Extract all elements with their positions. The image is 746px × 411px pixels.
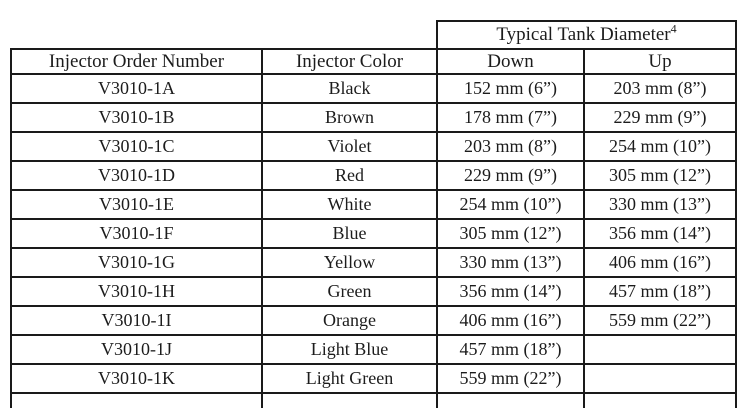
up-cell: 559 mm (22”)	[582, 305, 738, 336]
color-cell: Brown	[261, 102, 438, 133]
order-cell: V3010-1E	[10, 189, 263, 220]
order-cell: V3010-1K	[10, 363, 263, 394]
color-cell: White	[261, 189, 438, 220]
order-cell: V3010-1I	[10, 305, 263, 336]
table-row: V3010-1H Green 356 mm (14”) 457 mm (18”)	[10, 276, 738, 307]
color-cell: Orange	[261, 305, 438, 336]
table-row: V3010-1D Red 229 mm (9”) 305 mm (12”)	[10, 160, 738, 191]
order-cell: V3010-1H	[10, 276, 263, 307]
color-cell: Light Green	[261, 363, 438, 394]
table-row: V3010-1C Violet 203 mm (8”) 254 mm (10”)	[10, 131, 738, 162]
color-cell: Red	[261, 160, 438, 191]
color-cell	[261, 392, 438, 408]
order-cell: V3010-1B	[10, 102, 263, 133]
up-cell: 254 mm (10”)	[582, 131, 738, 162]
down-cell: 229 mm (9”)	[436, 160, 585, 191]
table-row-cutoff	[10, 392, 738, 408]
down-cell: 254 mm (10”)	[436, 189, 585, 220]
color-cell: Light Blue	[261, 334, 438, 365]
blank-cell	[11, 21, 437, 49]
up-cell: 330 mm (13”)	[582, 189, 738, 220]
color-cell: Violet	[261, 131, 438, 162]
span-header-row: Typical Tank Diameter4	[11, 20, 738, 50]
footnote-marker: 4	[670, 21, 677, 36]
down-cell: 305 mm (12”)	[436, 218, 585, 249]
up-cell	[582, 363, 738, 394]
order-cell	[10, 392, 263, 408]
up-cell: 229 mm (9”)	[582, 102, 738, 133]
down-cell: 356 mm (14”)	[436, 276, 585, 307]
up-cell	[582, 334, 738, 365]
order-cell: V3010-1A	[10, 73, 263, 104]
down-cell	[436, 392, 585, 408]
table-row: V3010-1J Light Blue 457 mm (18”)	[10, 334, 738, 365]
order-cell: V3010-1C	[10, 131, 263, 162]
down-cell: 152 mm (6”)	[436, 73, 585, 104]
up-cell	[582, 392, 738, 408]
order-cell: V3010-1J	[10, 334, 263, 365]
column-header-color: Injector Color	[261, 48, 438, 75]
down-cell: 559 mm (22”)	[436, 363, 585, 394]
up-cell: 305 mm (12”)	[582, 160, 738, 191]
span-header-label: Typical Tank Diameter	[496, 24, 671, 45]
column-header-row: Injector Order Number Injector Color Dow…	[10, 48, 738, 75]
table-row: V3010-1F Blue 305 mm (12”) 356 mm (14”)	[10, 218, 738, 249]
column-header-up: Up	[582, 48, 738, 75]
up-cell: 356 mm (14”)	[582, 218, 738, 249]
color-cell: Black	[261, 73, 438, 104]
order-cell: V3010-1D	[10, 160, 263, 191]
order-cell: V3010-1F	[10, 218, 263, 249]
color-cell: Green	[261, 276, 438, 307]
up-cell: 203 mm (8”)	[582, 73, 738, 104]
table-row: V3010-1A Black 152 mm (6”) 203 mm (8”)	[10, 73, 738, 104]
up-cell: 406 mm (16”)	[582, 247, 738, 278]
color-cell: Yellow	[261, 247, 438, 278]
down-cell: 330 mm (13”)	[436, 247, 585, 278]
down-cell: 178 mm (7”)	[436, 102, 585, 133]
column-header-down: Down	[436, 48, 585, 75]
down-cell: 457 mm (18”)	[436, 334, 585, 365]
table-row: V3010-1B Brown 178 mm (7”) 229 mm (9”)	[10, 102, 738, 133]
table-row: V3010-1G Yellow 330 mm (13”) 406 mm (16”…	[10, 247, 738, 278]
column-header-order: Injector Order Number	[10, 48, 263, 75]
up-cell: 457 mm (18”)	[582, 276, 738, 307]
table-row: V3010-1K Light Green 559 mm (22”)	[10, 363, 738, 394]
injector-spec-table: Typical Tank Diameter4 Injector Order Nu…	[10, 20, 738, 408]
down-cell: 406 mm (16”)	[436, 305, 585, 336]
order-cell: V3010-1G	[10, 247, 263, 278]
down-cell: 203 mm (8”)	[436, 131, 585, 162]
table-row: V3010-1I Orange 406 mm (16”) 559 mm (22”…	[10, 305, 738, 336]
span-header-cell: Typical Tank Diameter4	[435, 20, 738, 50]
color-cell: Blue	[261, 218, 438, 249]
table-row: V3010-1E White 254 mm (10”) 330 mm (13”)	[10, 189, 738, 220]
